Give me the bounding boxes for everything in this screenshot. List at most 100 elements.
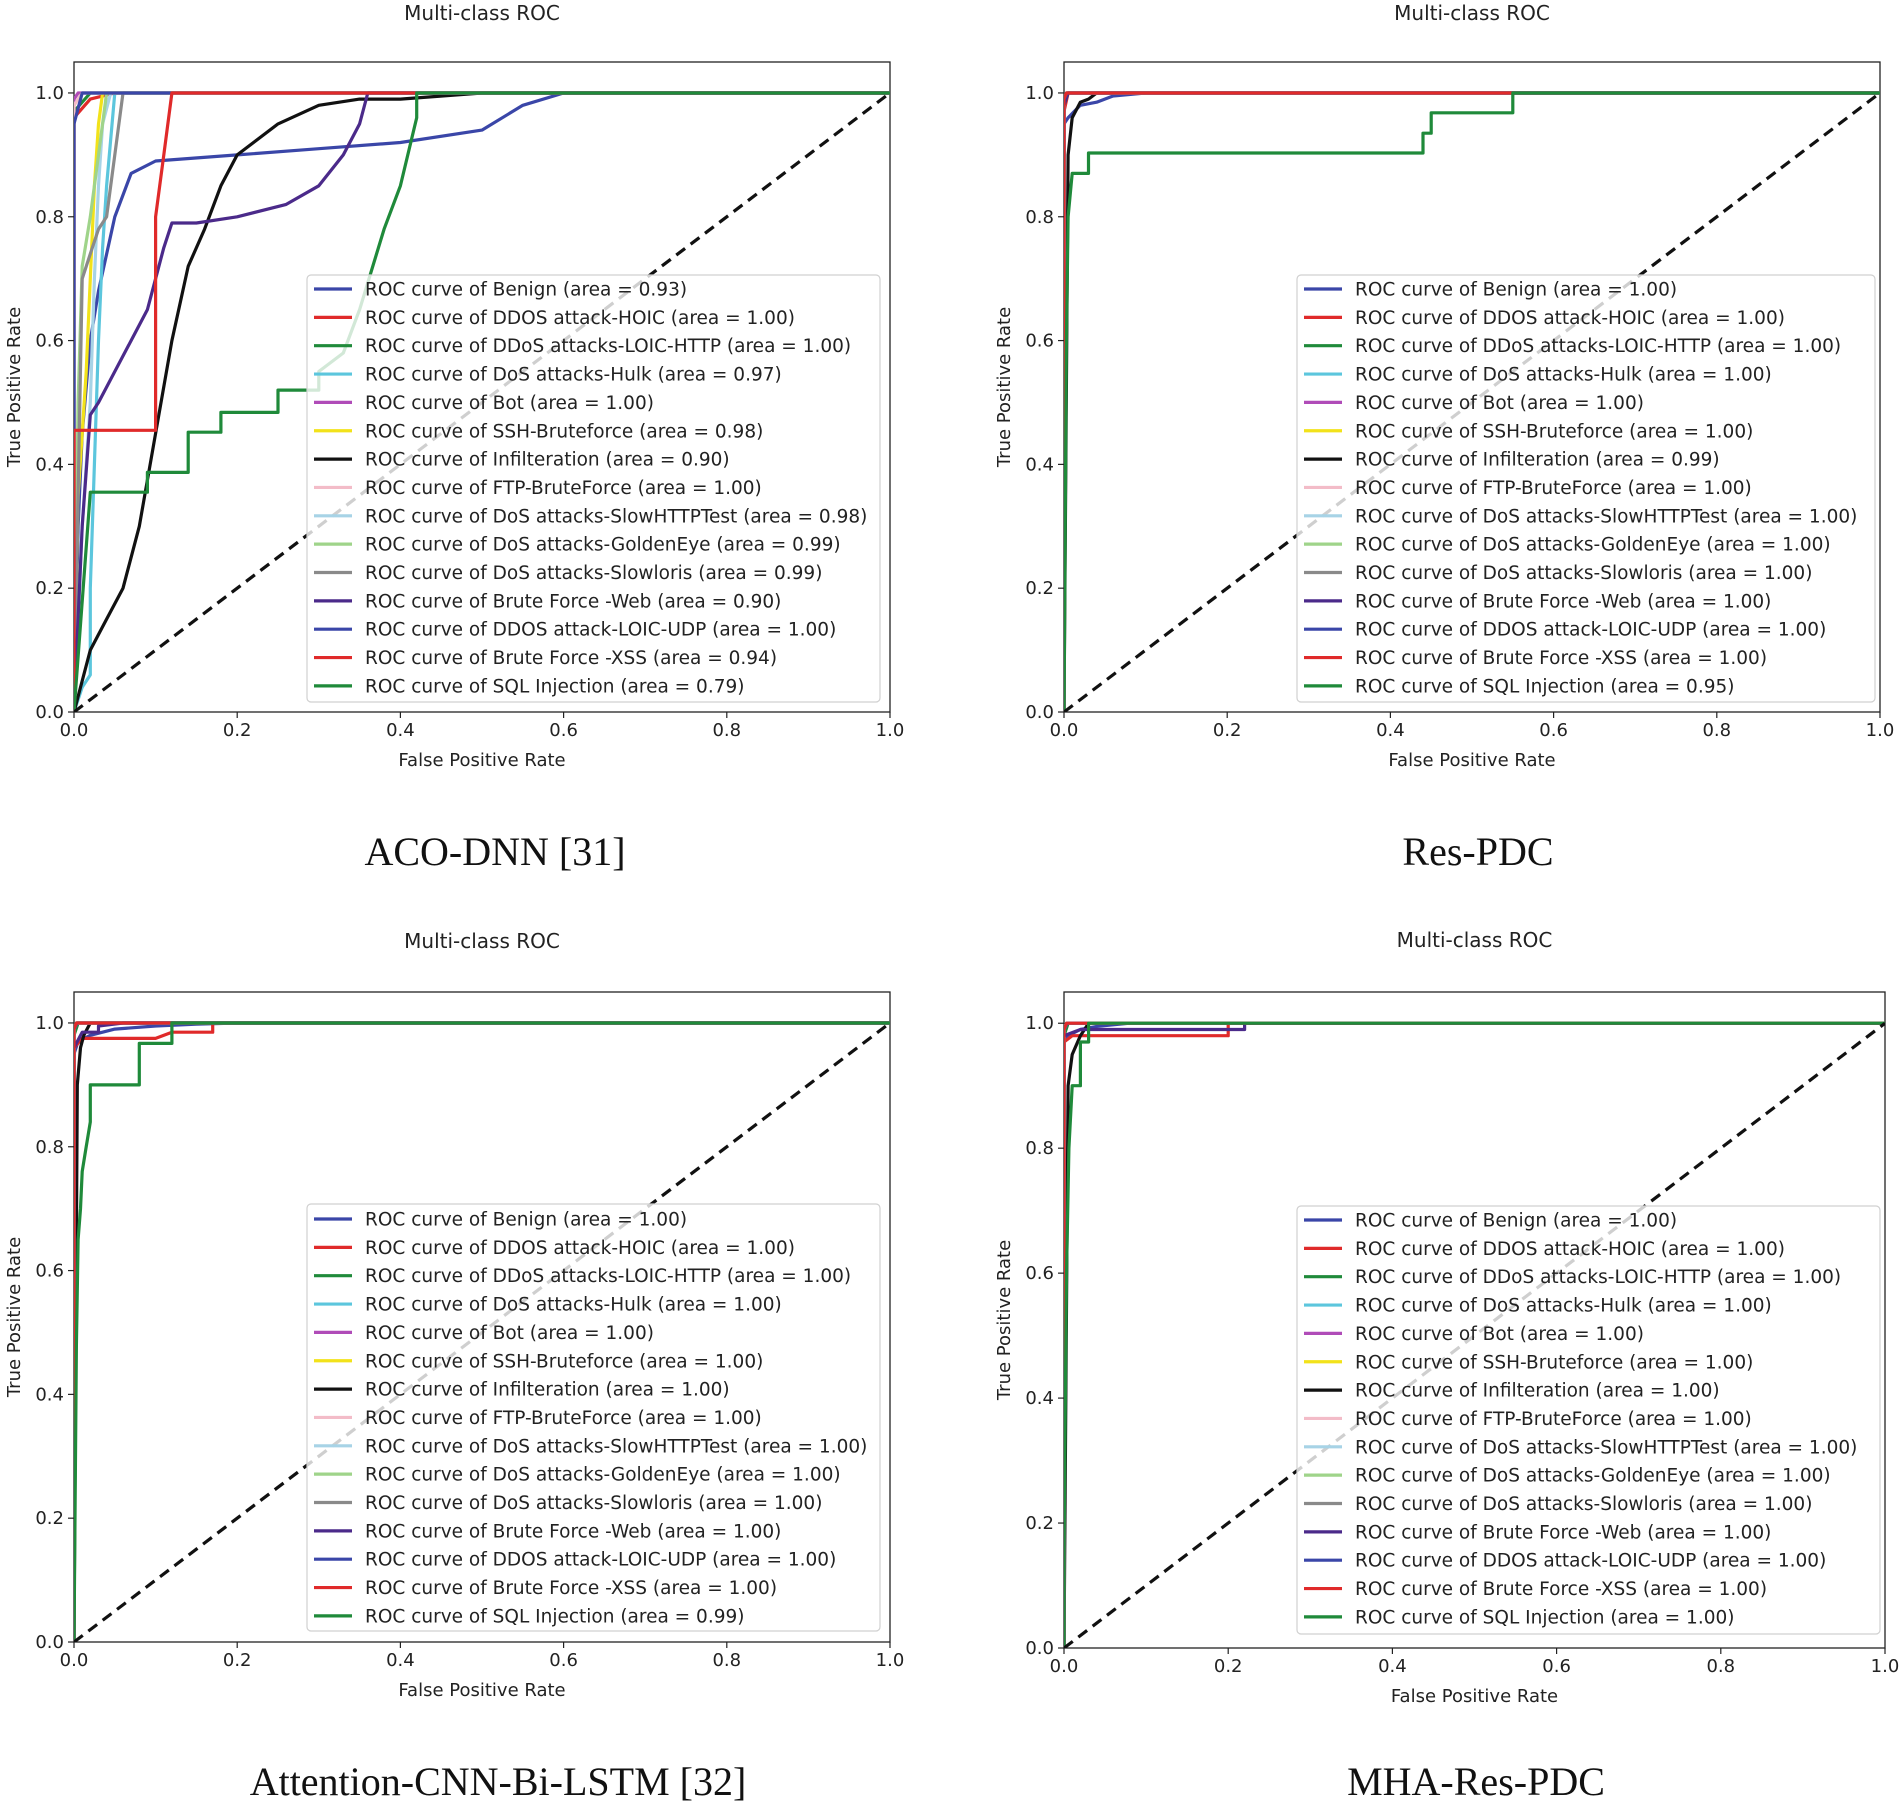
y-tick-label: 0.8 bbox=[1025, 1138, 1054, 1159]
chart-title: Multi-class ROC bbox=[404, 1, 560, 25]
roc-series-line bbox=[74, 91, 890, 712]
legend-entry: ROC curve of Brute Force -XSS (area = 1.… bbox=[1355, 648, 1767, 669]
x-tick-label: 0.2 bbox=[223, 1650, 252, 1671]
y-tick-label: 0.4 bbox=[1025, 454, 1054, 475]
legend-box bbox=[1296, 1205, 1881, 1635]
y-tick-label: 0.0 bbox=[1025, 702, 1054, 723]
y-tick-label: 0.4 bbox=[1025, 1388, 1054, 1409]
roc-series-line bbox=[1064, 1021, 1885, 1648]
legend-entry: ROC curve of Brute Force -Web (area = 1.… bbox=[1355, 591, 1771, 612]
y-tick-label: 1.0 bbox=[1025, 1013, 1054, 1034]
roc-series-line bbox=[74, 91, 890, 712]
chart-title: Multi-class ROC bbox=[1397, 928, 1553, 952]
x-axis-label: False Positive Rate bbox=[1388, 750, 1555, 771]
panel-caption: MHA-Res-PDC bbox=[1347, 1759, 1605, 1803]
y-tick-label: 0.2 bbox=[1025, 1513, 1054, 1534]
roc-series-line bbox=[74, 91, 890, 712]
legend-entry: ROC curve of Brute Force -Web (area = 1.… bbox=[365, 1521, 781, 1542]
x-tick-label: 0.4 bbox=[1378, 1656, 1407, 1677]
legend-entry: ROC curve of DoS attacks-GoldenEye (area… bbox=[1355, 1466, 1831, 1487]
legend-entry: ROC curve of DDOS attack-LOIC-UDP (area … bbox=[365, 1550, 836, 1571]
legend-entry: ROC curve of Infilteration (area = 0.90) bbox=[365, 450, 730, 471]
x-tick-label: 0.6 bbox=[549, 720, 578, 741]
x-tick-label: 0.2 bbox=[223, 720, 252, 741]
x-tick-label: 1.0 bbox=[1871, 1656, 1900, 1677]
legend-entry: ROC curve of DDoS attacks-LOIC-HTTP (are… bbox=[1355, 1267, 1841, 1288]
x-tick-label: 1.0 bbox=[876, 720, 905, 741]
legend-entry: ROC curve of DoS attacks-GoldenEye (area… bbox=[1355, 535, 1831, 556]
series-group bbox=[74, 91, 890, 712]
x-tick-label: 1.0 bbox=[876, 1650, 905, 1671]
y-tick-label: 0.8 bbox=[35, 207, 64, 228]
legend-entry: ROC curve of DDoS attacks-LOIC-HTTP (are… bbox=[1355, 336, 1841, 357]
legend-entry: ROC curve of DDOS attack-LOIC-UDP (area … bbox=[365, 620, 836, 641]
series-group bbox=[1064, 1021, 1885, 1648]
legend-entry: ROC curve of SSH-Bruteforce (area = 1.00… bbox=[1355, 421, 1753, 442]
legend-entry: ROC curve of DoS attacks-Hulk (area = 1.… bbox=[365, 1295, 782, 1316]
y-axis-label: True Positive Rate bbox=[4, 1237, 25, 1398]
legend-entry: ROC curve of SQL Injection (area = 0.79) bbox=[365, 676, 744, 697]
y-tick-label: 0.4 bbox=[35, 454, 64, 475]
legend-entry: ROC curve of Brute Force -XSS (area = 1.… bbox=[1355, 1579, 1767, 1600]
legend-entry: ROC curve of Brute Force -XSS (area = 1.… bbox=[365, 1578, 777, 1599]
roc-chart-3: Multi-class ROC 0.0 0.2 0.4 0.6 0.8 1.0 0.0 0.2 0… bbox=[4, 929, 904, 1701]
legend-entry: ROC curve of SSH-Bruteforce (area = 1.00… bbox=[1355, 1352, 1753, 1373]
y-tick-label: 0.0 bbox=[35, 1632, 64, 1653]
legend-entry: ROC curve of Bot (area = 1.00) bbox=[1355, 1324, 1644, 1345]
legend-entry: ROC curve of DDOS attack-HOIC (area = 1.… bbox=[1355, 308, 1785, 329]
x-axis-label: False Positive Rate bbox=[398, 750, 565, 771]
legend-entry: ROC curve of Bot (area = 1.00) bbox=[365, 393, 654, 414]
y-tick-label: 0.0 bbox=[1025, 1638, 1054, 1659]
legend-entry: ROC curve of Benign (area = 1.00) bbox=[1355, 1211, 1677, 1232]
y-tick-label: 1.0 bbox=[35, 83, 64, 104]
legend-entry: ROC curve of SSH-Bruteforce (area = 0.98… bbox=[365, 421, 763, 442]
legend-entry: ROC curve of DDoS attacks-LOIC-HTTP (are… bbox=[365, 1266, 851, 1287]
legend-entry: ROC curve of FTP-BruteForce (area = 1.00… bbox=[1355, 1409, 1752, 1430]
legend-entry: ROC curve of SQL Injection (area = 0.95) bbox=[1355, 676, 1734, 697]
x-tick-label: 0.6 bbox=[549, 1650, 578, 1671]
x-tick-label: 0.4 bbox=[1376, 720, 1405, 741]
x-tick-label: 0.8 bbox=[1706, 1656, 1735, 1677]
y-tick-label: 0.6 bbox=[35, 331, 64, 352]
x-tick-label: 0.6 bbox=[1539, 720, 1568, 741]
legend-entry: ROC curve of Bot (area = 1.00) bbox=[1355, 393, 1644, 414]
roc-chart-1: Multi-class ROC 0.0 0.2 0.4 0.6 0.8 1.0 0.0 0.2 0… bbox=[4, 1, 904, 771]
legend-box bbox=[306, 274, 881, 703]
y-tick-label: 0.4 bbox=[35, 1384, 64, 1405]
y-tick-label: 0.6 bbox=[35, 1261, 64, 1282]
y-tick-label: 1.0 bbox=[1025, 83, 1054, 104]
y-tick-label: 0.2 bbox=[35, 1508, 64, 1529]
y-tick-label: 0.6 bbox=[1025, 1263, 1054, 1284]
y-tick-label: 0.8 bbox=[1025, 207, 1054, 228]
x-tick-label: 0.8 bbox=[1702, 720, 1731, 741]
y-tick-label: 0.8 bbox=[35, 1137, 64, 1158]
x-axis-label: False Positive Rate bbox=[1391, 1686, 1558, 1707]
x-tick-label: 0.0 bbox=[60, 1650, 89, 1671]
legend-entry: ROC curve of DDOS attack-LOIC-UDP (area … bbox=[1355, 1551, 1826, 1572]
y-axis-label: True Positive Rate bbox=[994, 1240, 1015, 1401]
series-group bbox=[74, 1021, 890, 1642]
legend-entry: ROC curve of DoS attacks-Slowloris (area… bbox=[1355, 563, 1812, 584]
legend-entry: ROC curve of SSH-Bruteforce (area = 1.00… bbox=[365, 1351, 763, 1372]
y-tick-label: 0.6 bbox=[1025, 331, 1054, 352]
legend-entry: ROC curve of DoS attacks-GoldenEye (area… bbox=[365, 535, 841, 556]
legend-entry: ROC curve of Infilteration (area = 1.00) bbox=[1355, 1381, 1720, 1402]
x-tick-label: 0.8 bbox=[712, 1650, 741, 1671]
legend-box bbox=[306, 1203, 881, 1632]
legend-entry: ROC curve of DoS attacks-SlowHTTPTest (a… bbox=[365, 506, 867, 527]
panel-caption: Attention-CNN-Bi-LSTM [32] bbox=[250, 1759, 747, 1803]
legend-entry: ROC curve of Brute Force -XSS (area = 0.… bbox=[365, 648, 777, 669]
x-tick-label: 0.6 bbox=[1542, 1656, 1571, 1677]
roc-series-line bbox=[74, 91, 890, 712]
roc-series-line bbox=[74, 91, 890, 712]
legend-entry: ROC curve of Benign (area = 0.93) bbox=[365, 280, 687, 301]
x-tick-label: 0.0 bbox=[1050, 720, 1079, 741]
legend-entry: ROC curve of Infilteration (area = 1.00) bbox=[365, 1380, 730, 1401]
legend-entry: ROC curve of DoS attacks-GoldenEye (area… bbox=[365, 1465, 841, 1486]
y-tick-label: 1.0 bbox=[35, 1013, 64, 1034]
x-tick-label: 0.0 bbox=[60, 720, 89, 741]
legend-entry: ROC curve of Benign (area = 1.00) bbox=[1355, 280, 1677, 301]
x-axis-label: False Positive Rate bbox=[398, 1680, 565, 1701]
y-tick-label: 0.2 bbox=[35, 578, 64, 599]
